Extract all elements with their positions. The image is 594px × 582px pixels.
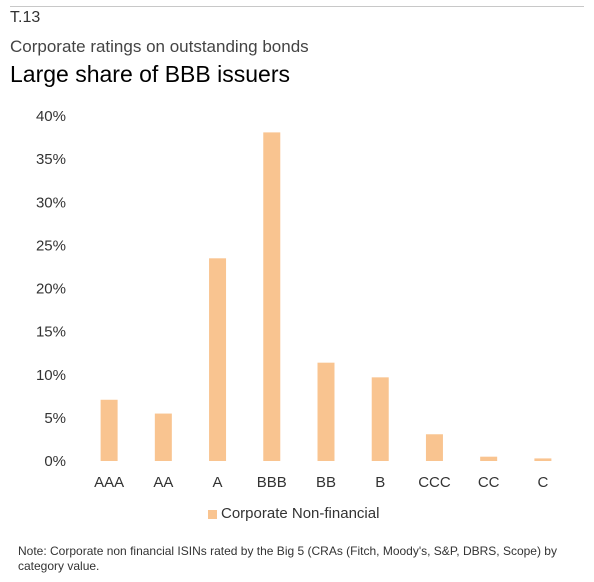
figure-id: T.13: [10, 9, 41, 26]
x-tick-label: CCC: [418, 474, 451, 491]
legend-label: Corporate Non-financial: [221, 505, 380, 522]
x-tick-label: C: [537, 474, 548, 491]
x-tick-label: BB: [316, 474, 336, 491]
y-tick-label: 15%: [36, 324, 66, 341]
bar-ccc: [425, 434, 443, 461]
x-tick-label: AA: [153, 474, 173, 491]
top-rule: [10, 6, 584, 7]
bar-cc: [480, 456, 498, 461]
y-tick-label: 35%: [36, 151, 66, 168]
x-tick-label: AAA: [94, 474, 124, 491]
y-tick-label: 20%: [36, 281, 66, 298]
bar-bbb: [263, 132, 281, 461]
y-tick-label: 10%: [36, 367, 66, 384]
bar-aa: [154, 413, 172, 461]
x-tick-label: CC: [478, 474, 500, 491]
figure-title: Corporate ratings on outstanding bonds: [10, 37, 309, 56]
y-tick-label: 30%: [36, 194, 66, 211]
figure-note: Note: Corporate non financial ISINs rate…: [18, 544, 557, 573]
y-tick-label: 5%: [44, 410, 66, 427]
x-tick-label: B: [375, 474, 385, 491]
bar-a: [209, 258, 227, 461]
bar-c: [534, 458, 552, 461]
bar-bb: [317, 362, 335, 461]
y-tick-label: 25%: [36, 237, 66, 254]
x-tick-label: BBB: [257, 474, 287, 491]
legend-swatch: [208, 510, 217, 519]
y-tick-label: 40%: [36, 108, 66, 125]
x-tick-label: A: [213, 474, 223, 491]
figure-subtitle: Large share of BBB issuers: [10, 61, 290, 87]
bar-b: [371, 377, 389, 461]
y-tick-label: 0%: [44, 453, 66, 470]
bar-aaa: [100, 399, 118, 461]
bar-chart: 0%5%10%15%20%25%30%35%40%AAA AA A BBB BB B CCC…: [36, 108, 552, 491]
